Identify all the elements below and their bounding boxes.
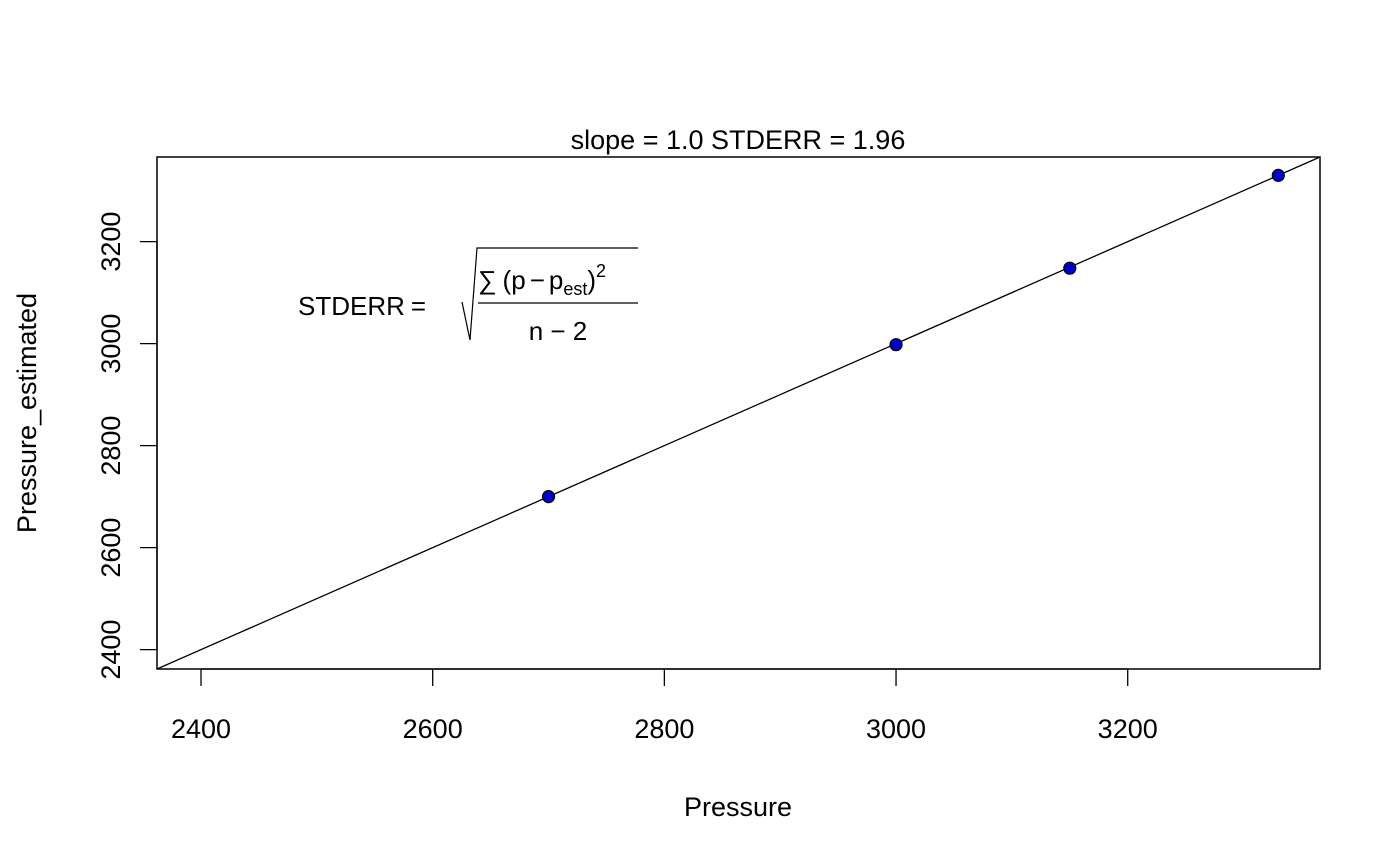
stderr-formula: STDERR = ∑ (p − pest)2 n − 2 — [298, 247, 638, 346]
x-tick-label: 3000 — [866, 714, 926, 744]
x-tick-label: 2400 — [171, 714, 231, 744]
data-point — [541, 490, 556, 504]
y-tick-label: 3000 — [96, 314, 126, 374]
sqrt-sign — [461, 247, 638, 341]
x-axis: 2400 2600 2800 3000 3200 — [171, 668, 1158, 744]
y-tick-label: 2400 — [96, 620, 126, 680]
x-tick-label: 2600 — [403, 714, 463, 744]
data-point — [1271, 168, 1285, 182]
formula-numerator: ∑ (p − pest)2 — [478, 261, 606, 299]
data-point — [1063, 261, 1077, 275]
data-points — [541, 168, 1285, 504]
y-tick-label: 2600 — [96, 518, 126, 578]
y-tick-label: 2800 — [96, 416, 126, 476]
formula-denominator: n − 2 — [529, 316, 588, 346]
y-tick-label: 3200 — [96, 212, 126, 272]
chart-title: slope = 1.0 STDERR = 1.96 — [571, 125, 906, 155]
data-point — [889, 338, 903, 352]
x-tick-label: 3200 — [1098, 714, 1158, 744]
formula-lhs: STDERR = — [298, 291, 426, 321]
reference-line — [157, 157, 1320, 669]
y-axis: 2400 2600 2800 3000 3200 — [96, 212, 158, 680]
x-axis-label: Pressure — [684, 792, 792, 822]
y-axis-label: Pressure_estimated — [12, 293, 42, 533]
x-tick-label: 2800 — [634, 714, 694, 744]
